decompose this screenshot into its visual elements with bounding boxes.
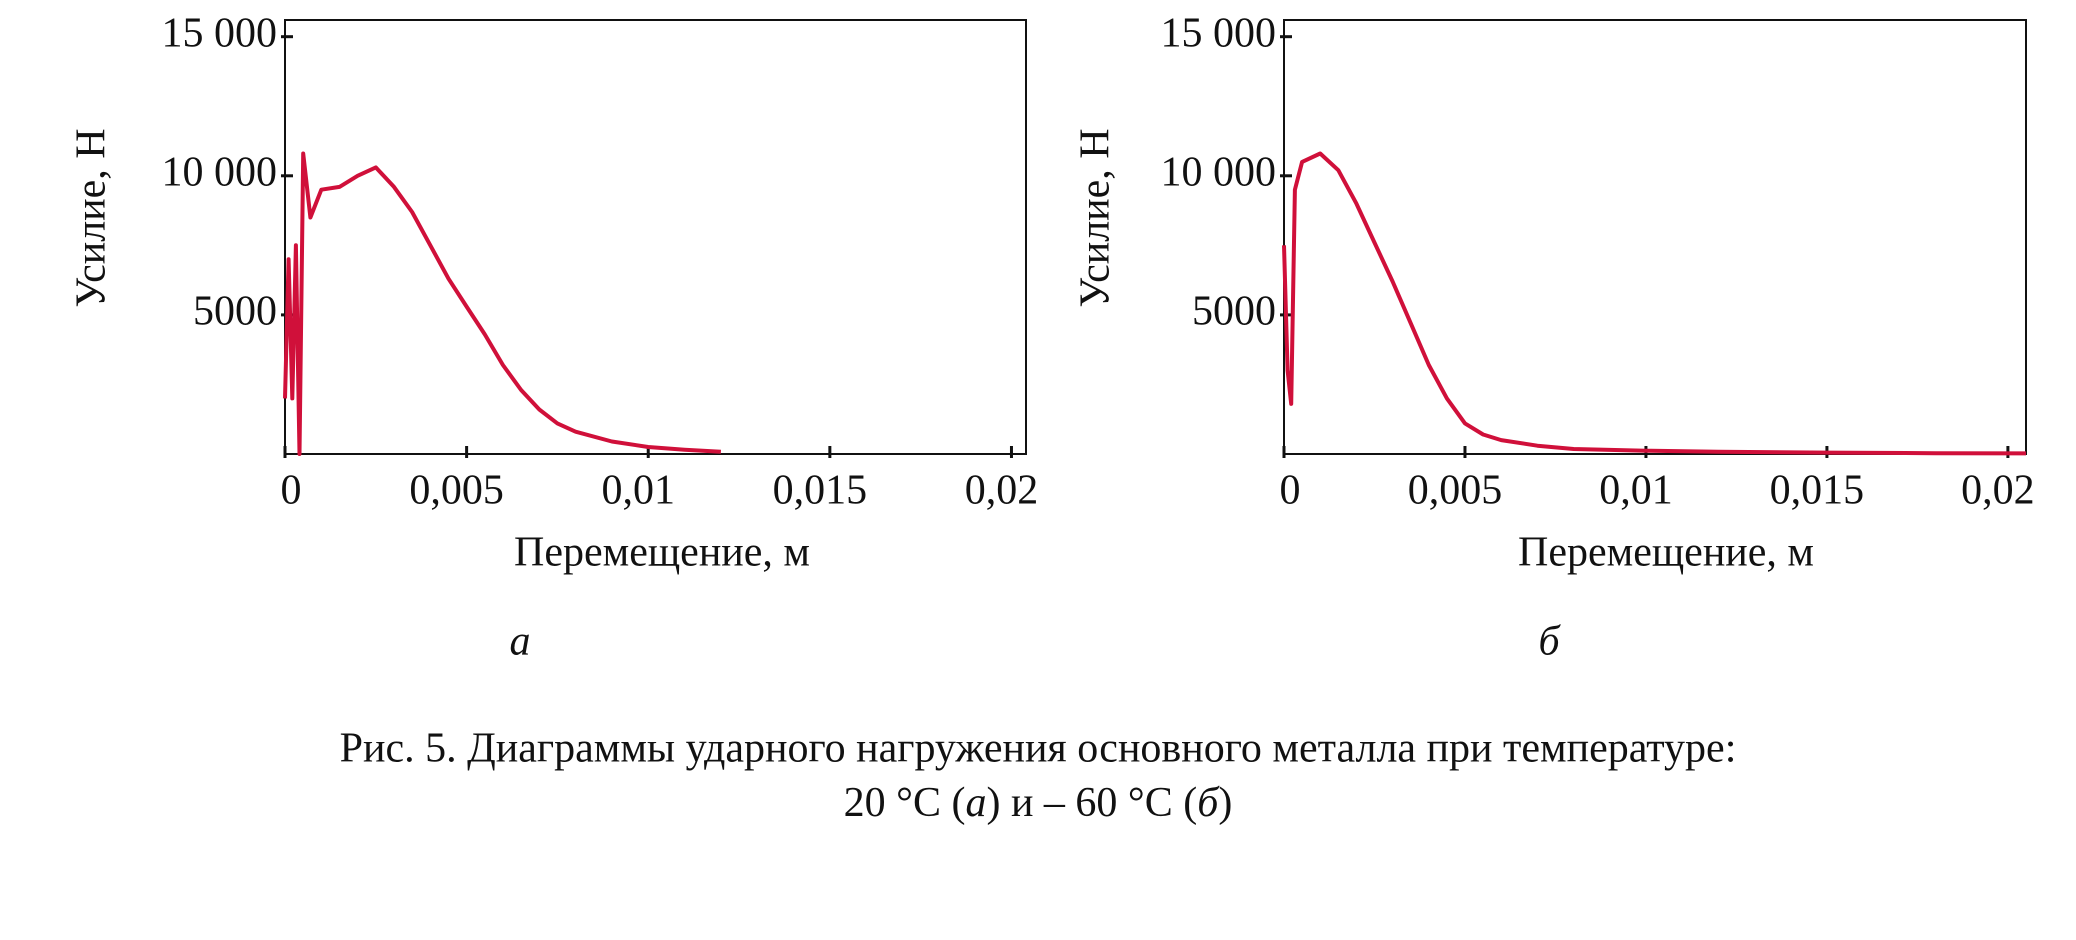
x-tick-label: 0,01 (1599, 468, 1673, 514)
caption-segment: ) и – 60 °C ( (986, 780, 1197, 826)
y-tick-label: 15 000 (162, 10, 278, 56)
data-line (283, 151, 722, 456)
y-tick-label: 15 000 (1161, 10, 1277, 56)
caption-segment: ) (1218, 780, 1232, 826)
caption-segment: б (1197, 780, 1220, 826)
x-tick-label: 0,015 (773, 468, 868, 514)
plot-frame (284, 19, 1027, 455)
y-tick-label: 10 000 (162, 149, 278, 195)
x-tick-label: 0,005 (409, 468, 504, 514)
x-axis-label: Перемещение, м (1518, 530, 1814, 576)
x-tick-label: 0,01 (601, 468, 675, 514)
x-axis-label: Перемещение, м (514, 530, 810, 576)
caption-line: 20 °C (а) и – 60 °C (б) (844, 780, 1233, 826)
x-tick-label: 0 (1280, 468, 1301, 514)
y-axis-label: Усилие, Н (1073, 128, 1119, 307)
x-tick-label: 0 (281, 468, 302, 514)
x-tick-label: 0,015 (1770, 468, 1865, 514)
data-line (1282, 151, 2027, 456)
caption-segment: а (965, 780, 986, 826)
panel-label: б (1538, 619, 1561, 665)
plot-frame (1283, 19, 2027, 455)
y-axis-label: Усилие, Н (69, 128, 115, 307)
y-tick-label: 5000 (1192, 289, 1276, 335)
y-tick-label: 10 000 (1161, 149, 1277, 195)
panel-label: а (510, 619, 531, 665)
caption-line: Рис. 5. Диаграммы ударного нагружения ос… (340, 726, 1737, 772)
x-tick-label: 0,02 (965, 468, 1039, 514)
caption-segment: 20 °C ( (844, 780, 966, 826)
x-tick-label: 0,02 (1961, 468, 2035, 514)
x-tick-label: 0,005 (1408, 468, 1503, 514)
y-tick-label: 5000 (193, 289, 277, 335)
